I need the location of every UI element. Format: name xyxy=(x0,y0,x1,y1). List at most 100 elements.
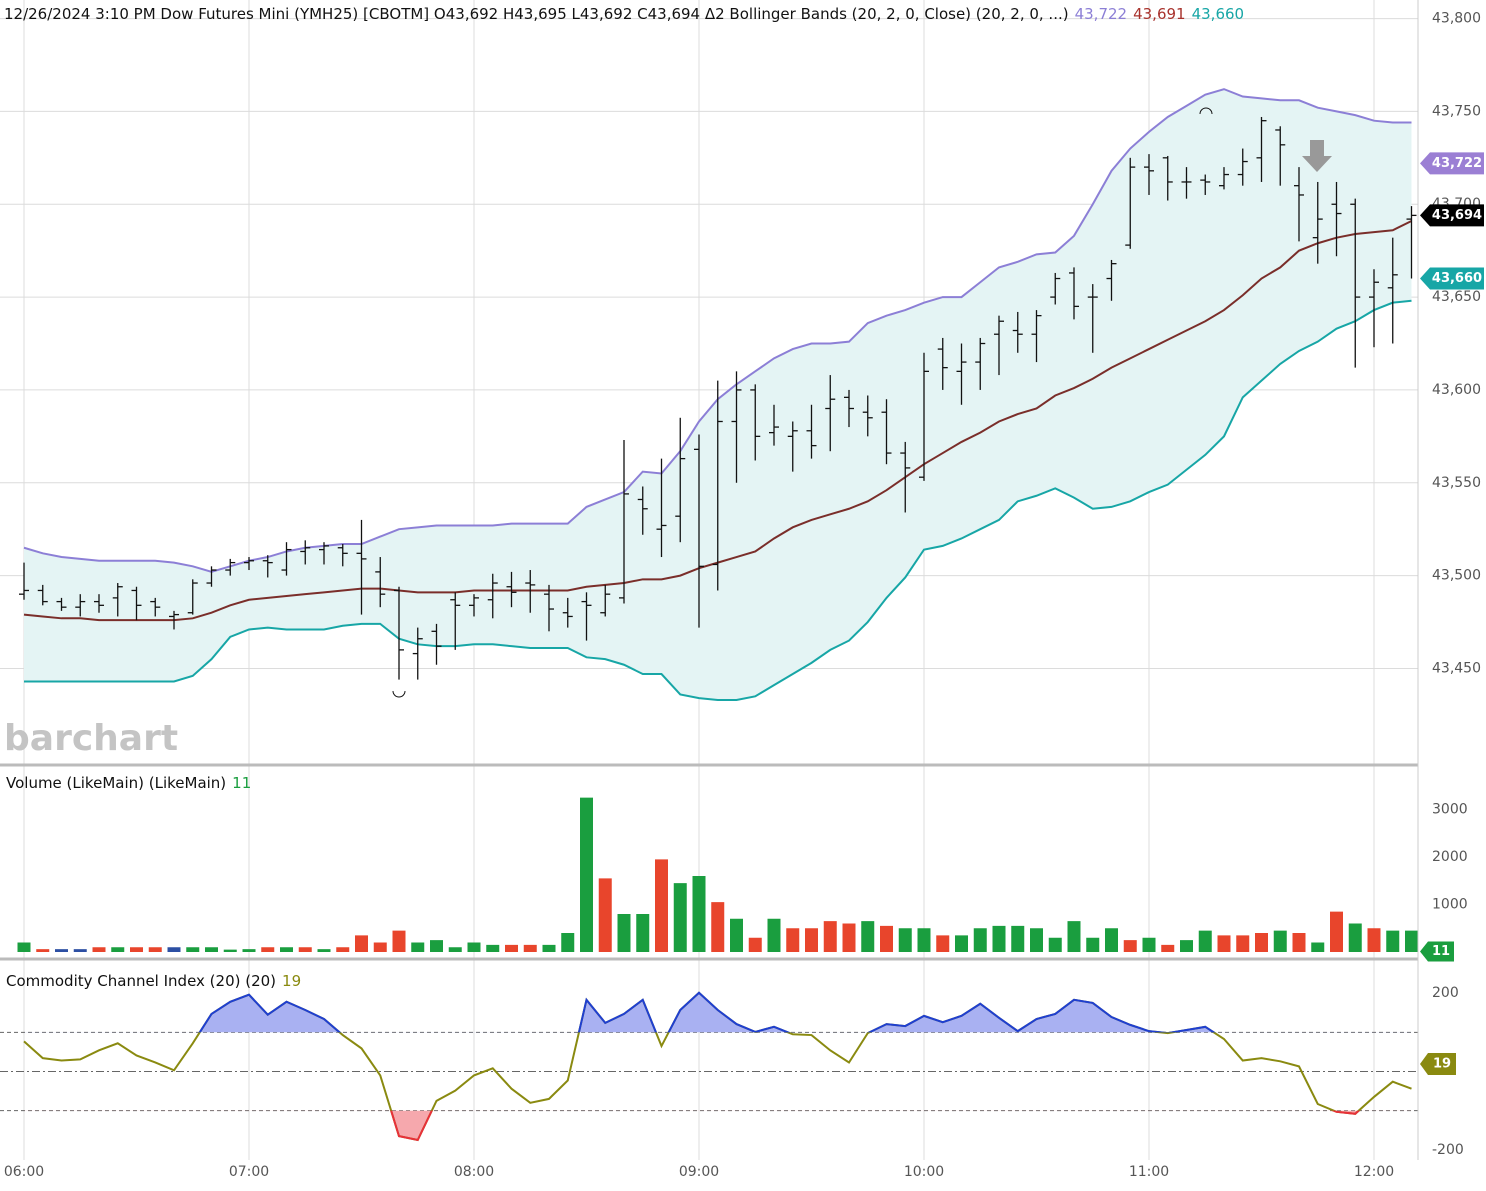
volume-tick-label: 1000 xyxy=(1432,897,1468,913)
price-badge xyxy=(1420,267,1484,290)
volume-last-value: 11 xyxy=(232,774,251,792)
volume-bar xyxy=(917,928,931,952)
volume-bar xyxy=(842,923,856,952)
volume-bar xyxy=(1161,944,1175,952)
x-tick-label: 07:00 xyxy=(229,1164,269,1180)
volume-bar xyxy=(973,928,987,952)
volume-bar xyxy=(467,942,481,952)
legend-value: 43,722 xyxy=(1075,5,1128,23)
volume-header: Volume (LikeMain) (LikeMain) 11 xyxy=(6,774,251,792)
y-tick-label: 43,500 xyxy=(1432,568,1481,584)
volume-bar xyxy=(598,878,612,952)
volume-bar xyxy=(1236,935,1250,952)
cci-header: Commodity Channel Index (20) (20) 19 xyxy=(6,972,301,990)
volume-bar xyxy=(111,947,125,952)
y-tick-label: 43,600 xyxy=(1432,382,1481,398)
volume-bar xyxy=(1386,930,1400,952)
volume-bar xyxy=(317,949,331,952)
volume-bar xyxy=(261,947,275,952)
volume-bar xyxy=(448,947,462,952)
volume-bar xyxy=(1105,928,1118,952)
price-badge-label: 43,660 xyxy=(1432,271,1482,286)
price-badge xyxy=(1420,152,1484,175)
x-tick-label: 12:00 xyxy=(1354,1164,1394,1180)
volume-bar xyxy=(430,940,443,952)
volume-bar xyxy=(561,933,575,952)
volume-bar xyxy=(280,947,293,952)
volume-bar xyxy=(786,928,800,952)
volume-bar xyxy=(767,918,781,952)
volume-bar xyxy=(861,921,875,952)
cci-last-value: 19 xyxy=(282,972,301,990)
volume-bar xyxy=(1367,928,1381,952)
volume-bar xyxy=(298,947,312,952)
x-tick-label: 08:00 xyxy=(454,1164,494,1180)
cci-badge-label: 19 xyxy=(1433,1057,1451,1072)
cci-title: Commodity Channel Index (20) (20) xyxy=(6,972,276,990)
plot-area xyxy=(17,88,1418,1142)
band-line xyxy=(24,299,1412,702)
x-tick-label: 10:00 xyxy=(904,1164,944,1180)
volume-bar xyxy=(1217,935,1231,952)
volume-bar xyxy=(505,944,518,952)
volume-bar xyxy=(1348,923,1362,952)
axes: 06:00 07:00 08:00 09:00 10:00 11:00 12:00 43,45… xyxy=(4,11,1484,1180)
volume-bar xyxy=(148,947,162,952)
volume-tick-label: 3000 xyxy=(1432,802,1468,818)
legend-value: 43,691 xyxy=(1133,5,1186,23)
volume-bar xyxy=(17,942,31,952)
volume-bar xyxy=(1067,921,1081,952)
volume-bar xyxy=(580,797,593,952)
y-tick-label: 43,750 xyxy=(1432,103,1481,119)
volume-bar xyxy=(355,935,368,952)
volume-bar xyxy=(805,928,818,952)
volume-bar xyxy=(1292,933,1306,952)
cci-tick-label: -200 xyxy=(1432,1142,1464,1158)
volume-bar xyxy=(1330,911,1343,952)
cci-tick-label: 200 xyxy=(1432,985,1459,1001)
volume-bar xyxy=(411,942,425,952)
volume-bar xyxy=(1123,940,1137,952)
volume-bar xyxy=(936,935,950,952)
volume-bar xyxy=(36,949,50,952)
x-tick-label: 11:00 xyxy=(1129,1164,1169,1180)
signal-arrow xyxy=(1302,140,1332,172)
volume-bar xyxy=(655,859,668,952)
volume-bar xyxy=(1255,933,1268,952)
volume-bar xyxy=(486,944,500,952)
price-badge-label: 43,722 xyxy=(1432,156,1482,171)
volume-bar xyxy=(55,949,68,952)
volume-bar xyxy=(1198,930,1212,952)
volume-bar xyxy=(1180,940,1193,952)
volume-title: Volume (LikeMain) (LikeMain) xyxy=(6,774,226,792)
y-tick-label: 43,800 xyxy=(1432,11,1481,27)
volume-bar xyxy=(336,947,350,952)
header-title: 12/26/2024 3:10 PM Dow Futures Mini (YMH… xyxy=(4,5,1069,23)
volume-bar xyxy=(1011,925,1025,952)
volume-bar xyxy=(1273,930,1287,952)
volume-bar xyxy=(1142,937,1156,952)
y-tick-label: 43,450 xyxy=(1432,660,1481,676)
volume-bar xyxy=(617,914,631,952)
volume-bar xyxy=(223,949,237,952)
volume-bar xyxy=(130,947,143,952)
high-marker xyxy=(1199,107,1213,115)
volume-bar xyxy=(1405,930,1418,952)
band-fill xyxy=(24,89,1412,701)
chart-header: 12/26/2024 3:10 PM Dow Futures Mini (YMH… xyxy=(4,5,1244,23)
legend-value: 43,660 xyxy=(1192,5,1245,23)
volume-bar xyxy=(392,930,406,952)
volume-bar xyxy=(1086,937,1100,952)
cci-badge xyxy=(1420,1053,1456,1076)
volume-bar xyxy=(242,949,256,952)
volume-bar xyxy=(636,914,650,952)
volume-bar xyxy=(711,902,725,952)
volume-badge-label: 11 xyxy=(1432,944,1450,959)
volume-bar xyxy=(880,925,893,952)
volume-tick-label: 2000 xyxy=(1432,849,1468,865)
volume-bar xyxy=(542,944,556,952)
volume-bar xyxy=(1030,928,1043,952)
volume-bar xyxy=(186,947,200,952)
